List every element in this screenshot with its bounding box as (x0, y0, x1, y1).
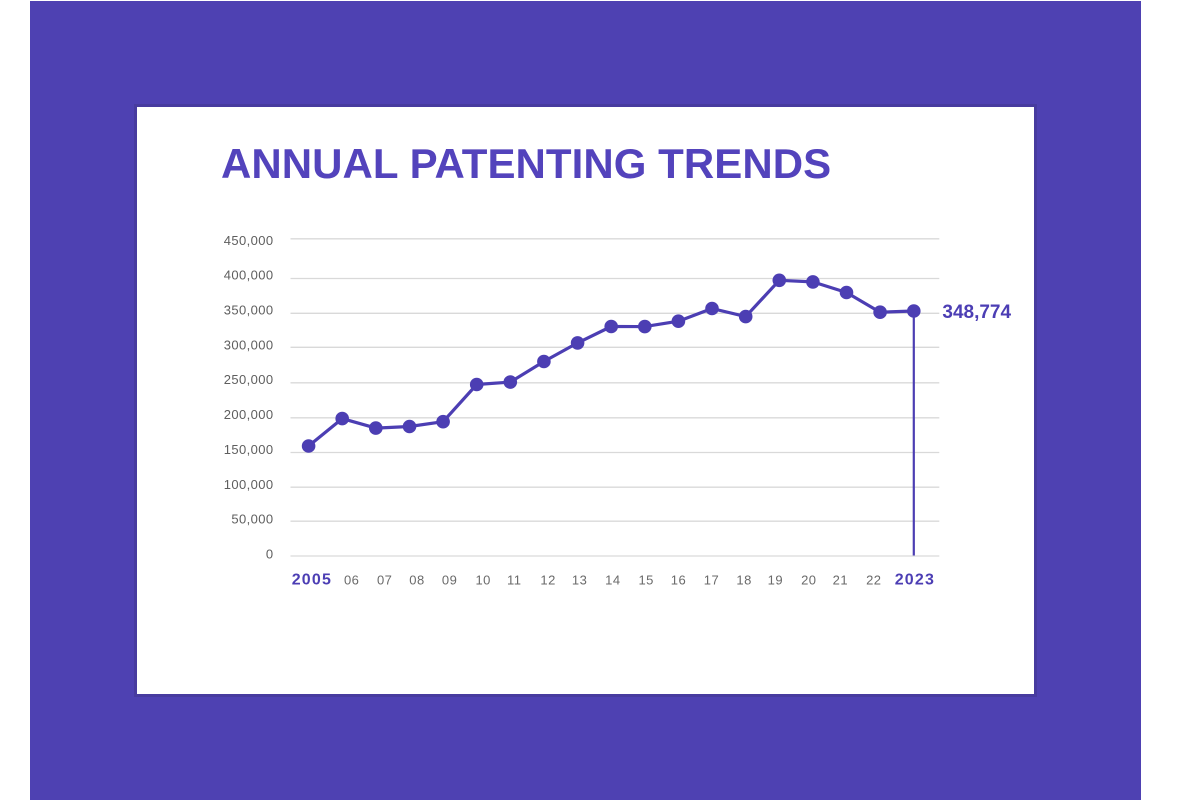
svg-text:15: 15 (638, 572, 653, 587)
svg-text:18: 18 (736, 572, 751, 587)
svg-text:2005: 2005 (292, 571, 332, 588)
svg-text:20: 20 (801, 572, 816, 587)
svg-text:21: 21 (833, 572, 848, 587)
svg-text:250,000: 250,000 (224, 372, 274, 387)
svg-text:100,000: 100,000 (224, 477, 274, 492)
svg-text:ANNUAL PATENTING TRENDS: ANNUAL PATENTING TRENDS (221, 140, 831, 187)
svg-text:11: 11 (507, 572, 522, 587)
svg-text:06: 06 (344, 572, 359, 587)
svg-text:200,000: 200,000 (224, 407, 274, 422)
svg-text:2023: 2023 (895, 571, 935, 588)
svg-text:10: 10 (475, 572, 490, 587)
svg-text:348,774: 348,774 (942, 302, 1011, 323)
svg-text:150,000: 150,000 (224, 442, 274, 457)
svg-text:50,000: 50,000 (231, 512, 273, 527)
svg-text:09: 09 (442, 572, 457, 587)
svg-text:450,000: 450,000 (224, 233, 274, 248)
svg-text:17: 17 (704, 572, 719, 587)
svg-text:16: 16 (671, 572, 686, 587)
svg-text:08: 08 (409, 572, 424, 587)
svg-text:13: 13 (572, 572, 587, 587)
svg-text:07: 07 (377, 572, 392, 587)
svg-text:12: 12 (540, 572, 555, 587)
svg-text:0: 0 (266, 547, 274, 562)
svg-text:19: 19 (768, 572, 783, 587)
svg-text:400,000: 400,000 (224, 268, 274, 283)
svg-text:14: 14 (605, 572, 620, 587)
svg-text:22: 22 (866, 572, 881, 587)
svg-text:300,000: 300,000 (224, 337, 274, 352)
svg-text:350,000: 350,000 (224, 303, 274, 318)
